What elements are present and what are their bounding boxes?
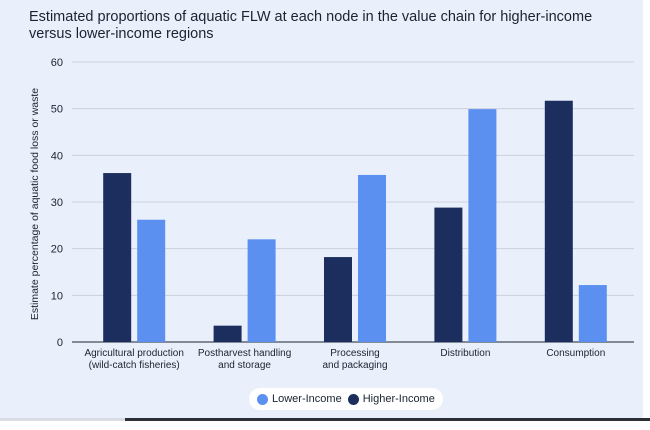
- bar-lower-income-5: [578, 285, 607, 342]
- y-tick-label: 10: [51, 290, 63, 302]
- x-tick-label: Postharvest handling and storage: [198, 348, 291, 371]
- bar-higher-income-4: [434, 207, 463, 342]
- legend-item-higher-income: Higher-Income: [347, 393, 435, 405]
- x-tick-label: Agricultural production (wild-catch fishe…: [84, 348, 184, 371]
- bar-lower-income-1: [137, 219, 166, 342]
- bar-lower-income-3: [358, 174, 386, 342]
- legend-label: Higher-Income: [362, 393, 435, 405]
- scrollbar-track: [0, 418, 125, 421]
- x-tick-label: Distribution: [440, 348, 490, 359]
- bar-higher-income-3: [324, 257, 352, 342]
- bar-higher-income-5: [544, 100, 573, 342]
- y-tick-label: 60: [51, 57, 63, 69]
- legend-swatch: [257, 393, 268, 405]
- legend-label: Lower-Income: [272, 393, 342, 405]
- y-tick-label: 30: [51, 197, 63, 209]
- chart-title: Estimated proportions of aquatic FLW at …: [29, 9, 593, 42]
- legend-item-lower-income: Lower-Income: [257, 393, 342, 405]
- bar-lower-income-2: [247, 239, 276, 342]
- bar-higher-income-1: [103, 173, 132, 342]
- legend-swatch: [347, 393, 359, 405]
- x-tick-label: Consumption: [546, 348, 605, 359]
- bar-higher-income-2: [213, 325, 242, 342]
- chart-legend: Lower-Income Higher-Income: [249, 388, 443, 410]
- y-axis-label: Estimate percentage of aquatic food loss…: [29, 88, 41, 320]
- y-tick-label: 0: [57, 337, 63, 349]
- x-tick-label: Processing and packaging: [322, 348, 387, 371]
- scrollbar-thumb[interactable]: [125, 418, 650, 421]
- y-tick-label: 50: [51, 104, 63, 116]
- bottom-strip: [0, 418, 650, 430]
- bar-lower-income-4: [468, 109, 497, 342]
- y-tick-label: 20: [51, 244, 63, 256]
- y-tick-label: 40: [51, 150, 63, 162]
